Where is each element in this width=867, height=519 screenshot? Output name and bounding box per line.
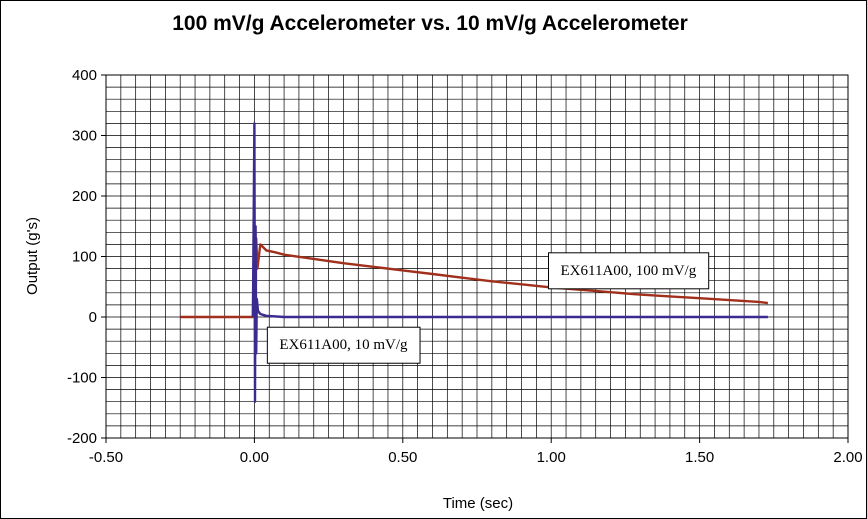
x-tick-label: -0.50 xyxy=(89,449,123,466)
y-tick-label: 0 xyxy=(89,309,97,326)
x-tick-label: 0.50 xyxy=(388,449,417,466)
annotation-label: EX611A00, 100 mV/g xyxy=(548,252,710,290)
y-tick-label: 200 xyxy=(72,188,97,205)
annotation-text: EX611A00, 100 mV/g xyxy=(561,263,697,279)
x-tick-label: 2.00 xyxy=(833,449,862,466)
axis-ticks: -0.50 0.00 0.50 1.00 1.50 2.00 -200 -100 0 100 200… xyxy=(67,67,863,466)
x-tick-label: 1.00 xyxy=(537,449,566,466)
annotation-text: EX611A00, 10 mV/g xyxy=(279,337,408,353)
y-tick-label: 300 xyxy=(72,128,97,145)
chart-title: 100 mV/g Accelerometer vs. 10 mV/g Accel… xyxy=(172,12,688,35)
gridlines xyxy=(106,75,848,438)
annotation-box xyxy=(548,252,710,290)
y-tick-label: 400 xyxy=(72,67,97,84)
x-tick-label: 0.00 xyxy=(240,449,269,466)
annotation-box xyxy=(266,326,421,364)
series-layer xyxy=(180,122,769,403)
x-axis-label: Time (sec) xyxy=(443,495,513,512)
x-tick-label: 1.50 xyxy=(685,449,714,466)
y-tick-label: 100 xyxy=(72,249,97,266)
y-axis-label: Output (g's) xyxy=(24,217,41,295)
y-tick-label: -200 xyxy=(67,430,97,447)
annotation-label: EX611A00, 10 mV/g xyxy=(266,326,421,364)
annotations: EX611A00, 100 mV/g EX611A00, 10 mV/g xyxy=(266,252,710,364)
series-line-10mv xyxy=(251,122,768,403)
y-tick-label: -100 xyxy=(67,370,97,387)
